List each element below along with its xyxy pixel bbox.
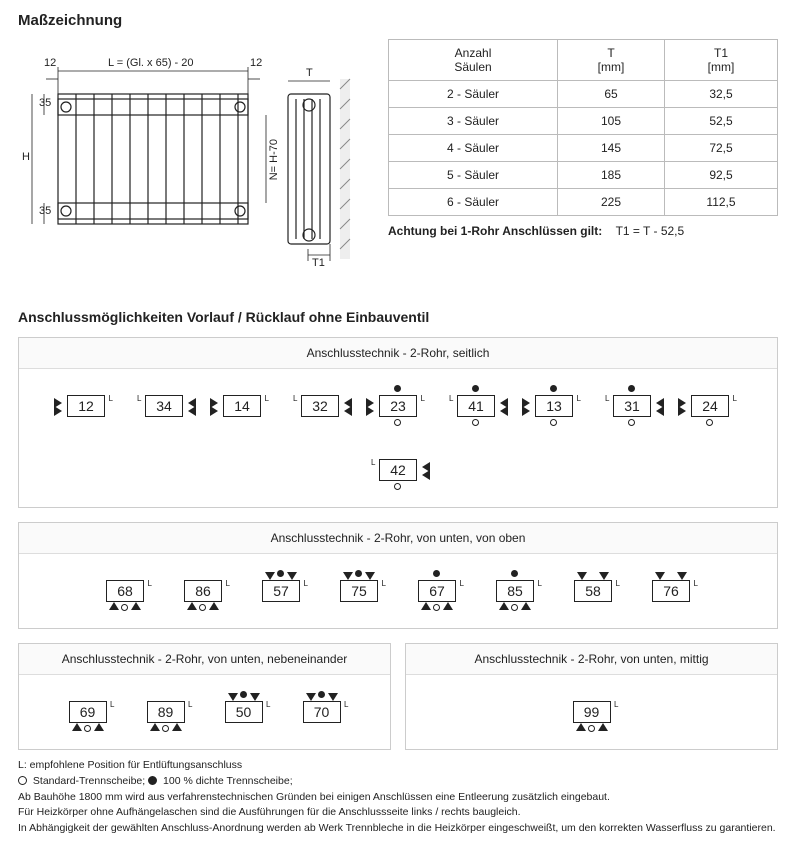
table-cell: 145 — [558, 135, 665, 162]
split-left: Anschlusstechnik - 2-Rohr, von unten, ne… — [18, 643, 391, 750]
table-cell: 2 - Säuler — [389, 81, 558, 108]
label-35b: 35 — [39, 205, 51, 217]
conn-item-75: 75L — [331, 570, 387, 612]
footnote-4: In Abhängigkeit der gewählten Anschluss-… — [18, 821, 778, 837]
table-cell: 3 - Säuler — [389, 108, 558, 135]
section-title-connections: Anschlussmöglichkeiten Vorlauf / Rücklau… — [18, 309, 778, 325]
table-row: 5 - Säuler18592,5 — [389, 162, 778, 189]
conn-item-14: 14L — [214, 385, 270, 427]
table-cell: 5 - Säuler — [389, 162, 558, 189]
footnotes: L: empfohlene Position für Entlüftungsan… — [18, 758, 778, 837]
split-right-header: Anschlusstechnik - 2-Rohr, von unten, mi… — [406, 644, 777, 675]
conn-item-67: 67L — [409, 570, 465, 612]
conn-item-50: 50L — [216, 691, 272, 733]
conn-item-85: 85L — [487, 570, 543, 612]
conn-item-57: 57L — [253, 570, 309, 612]
table-cell: 105 — [558, 108, 665, 135]
footnote-0: L: empfohlene Position für Entlüftungsan… — [18, 758, 778, 774]
conn-item-76: 76L — [643, 570, 699, 612]
conn-item-69: 69L — [60, 691, 116, 733]
conn-item-31: 31L — [604, 385, 660, 427]
technical-drawing: L = (Gl. x 65) - 20 12 12 35 35 H N= H-7… — [18, 39, 358, 279]
split-left-header: Anschlusstechnik - 2-Rohr, von unten, ne… — [19, 644, 390, 675]
conn-item-13: 13L — [526, 385, 582, 427]
spec-table: AnzahlSäulenT[mm]T1[mm] 2 - Säuler6532,5… — [388, 39, 778, 216]
table-cell: 112,5 — [664, 189, 777, 216]
conn-item-89: 89L — [138, 691, 194, 733]
conn-item-12: 12L — [58, 385, 114, 427]
conn-item-86: 86L — [175, 570, 231, 612]
note-rest: T1 = T - 52,5 — [616, 224, 685, 238]
table-row: 2 - Säuler6532,5 — [389, 81, 778, 108]
table-row: 4 - Säuler14572,5 — [389, 135, 778, 162]
table-cell: 185 — [558, 162, 665, 189]
note-bold: Achtung bei 1-Rohr Anschlüssen gilt: — [388, 224, 602, 238]
table-row: 3 - Säuler10552,5 — [389, 108, 778, 135]
table-cell: 4 - Säuler — [389, 135, 558, 162]
conn-item-58: 58L — [565, 570, 621, 612]
conn-item-99: 99L — [564, 691, 620, 733]
conn-item-32: 32L — [292, 385, 348, 427]
label-L: L = (Gl. x 65) - 20 — [108, 57, 194, 69]
top-section: L = (Gl. x 65) - 20 12 12 35 35 H N= H-7… — [18, 39, 778, 279]
split-right: Anschlusstechnik - 2-Rohr, von unten, mi… — [405, 643, 778, 750]
conn-item-68: 68L — [97, 570, 153, 612]
table-cell: 225 — [558, 189, 665, 216]
label-12a: 12 — [44, 57, 56, 69]
split-row: Anschlusstechnik - 2-Rohr, von unten, ne… — [18, 643, 778, 750]
table-cell: 92,5 — [664, 162, 777, 189]
table-cell: 32,5 — [664, 81, 777, 108]
table-cell: 52,5 — [664, 108, 777, 135]
footnote-1: Standard-Trennscheibe; 100 % dichte Tren… — [18, 774, 778, 790]
label-12b: 12 — [250, 57, 262, 69]
table-cell: 72,5 — [664, 135, 777, 162]
table-row: 6 - Säuler225112,5 — [389, 189, 778, 216]
table-header: T[mm] — [558, 40, 665, 81]
table-cell: 6 - Säuler — [389, 189, 558, 216]
footnote-2: Ab Bauhöhe 1800 mm wird aus verfahrenste… — [18, 790, 778, 806]
table-header: T1[mm] — [664, 40, 777, 81]
conn-item-70: 70L — [294, 691, 350, 733]
spec-table-area: AnzahlSäulenT[mm]T1[mm] 2 - Säuler6532,5… — [388, 39, 778, 238]
conn-group: Anschlusstechnik - 2-Rohr, seitlich 12L 34… — [18, 337, 778, 508]
footnote-3: Für Heizkörper ohne Aufhängelaschen sind… — [18, 805, 778, 821]
table-cell: 65 — [558, 81, 665, 108]
conn-item-24: 24L — [682, 385, 738, 427]
conn-item-42: 42L — [370, 449, 426, 491]
label-H: H — [22, 151, 30, 163]
note-line: Achtung bei 1-Rohr Anschlüssen gilt: T1 … — [388, 224, 778, 238]
conn-group-header: Anschlusstechnik - 2-Rohr, von unten, vo… — [19, 523, 777, 554]
conn-group-header: Anschlusstechnik - 2-Rohr, seitlich — [19, 338, 777, 369]
label-T: T — [306, 67, 313, 79]
label-T1: T1 — [312, 257, 325, 269]
conn-item-34: 34L — [136, 385, 192, 427]
label-N: N= H-70 — [268, 139, 280, 180]
label-35a: 35 — [39, 97, 51, 109]
conn-group: Anschlusstechnik - 2-Rohr, von unten, vo… — [18, 522, 778, 629]
conn-item-41: 41L — [448, 385, 504, 427]
table-header: AnzahlSäulen — [389, 40, 558, 81]
page-title: Maßzeichnung — [18, 12, 778, 29]
conn-item-23: 23L — [370, 385, 426, 427]
